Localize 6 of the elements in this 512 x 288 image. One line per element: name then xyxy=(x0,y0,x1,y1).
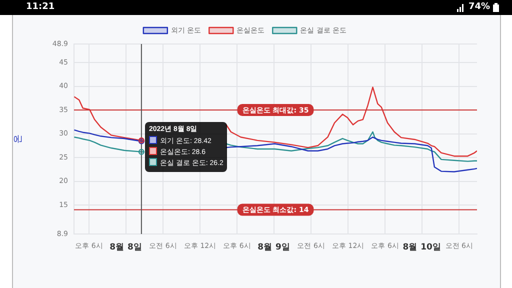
text: 74% xyxy=(468,2,490,12)
text: 11:21 xyxy=(26,2,55,12)
y-axis-title: 온 xyxy=(14,134,24,144)
x-tick-label: 8월 9일 xyxy=(258,242,290,252)
x-tick-label: 8월 10일 xyxy=(402,242,442,252)
x-tick-label: 8월 8일 xyxy=(110,242,142,252)
